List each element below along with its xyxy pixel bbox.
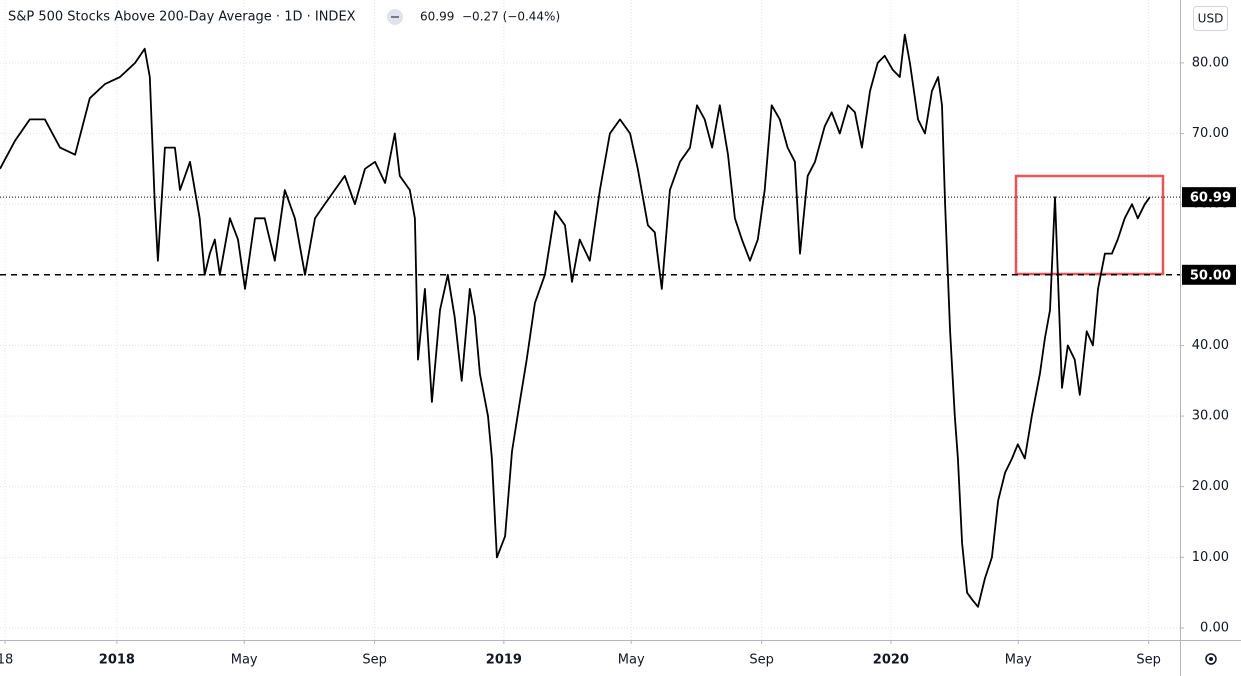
x-tick-label: 18 [0,653,13,668]
x-tick-label: 2019 [486,653,522,668]
x-tick-label: 2018 [99,653,135,668]
x-tick-label: May [1005,653,1032,668]
last-price-label: 60.99 [1190,191,1231,206]
visibility-icon-bar [391,16,399,18]
series-line [0,33,1151,608]
overlay: 0.0010.0020.0030.0040.0050.0060.0070.008… [0,33,1236,668]
reference-price-label-box [1182,264,1236,285]
currency-label: USD [1198,12,1224,26]
y-tick-label: 80.00 [1192,55,1229,70]
currency-button[interactable] [1193,6,1228,31]
x-tick-label: May [618,653,645,668]
reference-price-label: 50.00 [1190,268,1231,283]
last-price-label-box [1182,187,1236,208]
y-tick-label: 40.00 [1192,338,1229,353]
settings-gear [1205,653,1217,665]
x-tick-label: May [231,653,258,668]
y-tick-label: 20.00 [1192,479,1229,494]
x-tick-label: Sep [1136,653,1161,668]
y-tick-label: 70.00 [1192,126,1229,141]
settings-icon[interactable] [1205,653,1217,665]
highlight-box [1014,174,1165,276]
last-value: 60.99 [420,10,454,24]
x-tick-label: Sep [362,653,387,668]
chart-title: S&P 500 Stocks Above 200-Day Average · 1… [8,10,356,25]
y-tick-label: 30.00 [1192,409,1229,424]
y-tick-label: 10.00 [1192,550,1229,565]
settings-gear-center [1209,657,1213,661]
x-tick-label: Sep [749,653,774,668]
y-tick-label: 0.00 [1200,620,1229,635]
x-tick-label: 2020 [873,653,909,668]
change: −0.27 (−0.44%) [462,10,560,24]
